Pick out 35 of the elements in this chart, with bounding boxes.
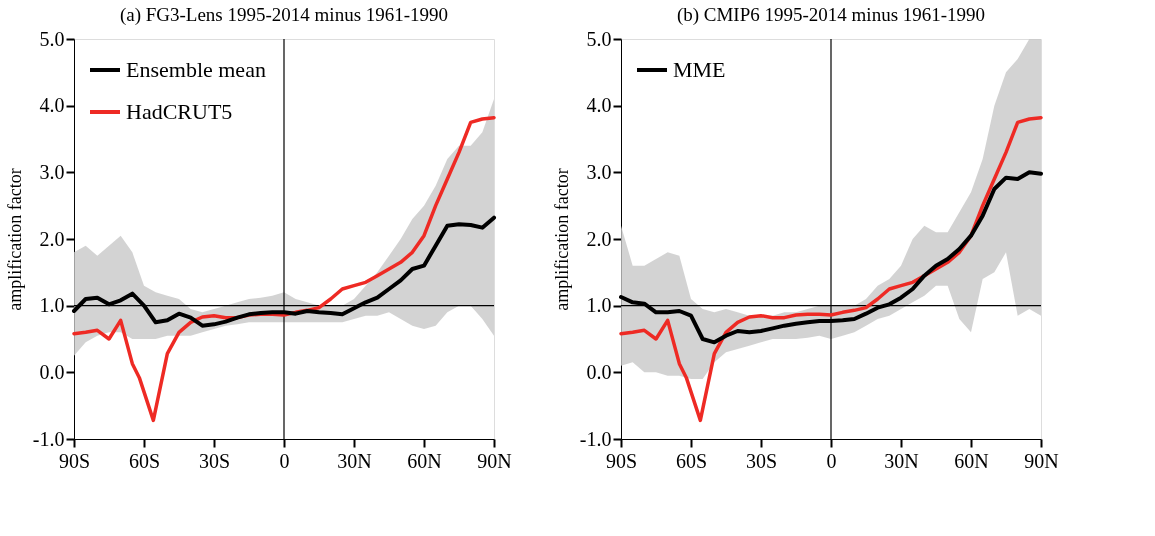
x-tick-label: 0: [826, 449, 837, 472]
y-tick-label: 5.0: [586, 27, 612, 50]
y-tick-label: 3.0: [586, 160, 612, 183]
y-axis-title: amplification factor: [551, 168, 572, 311]
y-axis-title: amplification factor: [4, 168, 25, 311]
y-tick-label: 3.0: [39, 160, 65, 183]
x-tick-label: 30N: [884, 449, 919, 472]
x-tick-label: 60S: [675, 449, 708, 472]
x-tick-label: 90S: [58, 449, 91, 472]
y-tick-label: 4.0: [586, 94, 612, 117]
y-tick-label: 0.0: [586, 360, 612, 383]
y-tick-label: 5.0: [39, 27, 65, 50]
y-tick-label: 0.0: [39, 360, 65, 383]
x-tick-label: 30S: [745, 449, 778, 472]
x-tick-label: 60N: [954, 449, 989, 472]
y-tick-label: -1.0: [32, 427, 65, 450]
legend-label: Ensemble mean: [126, 57, 266, 82]
x-tick-label: 60S: [128, 449, 161, 472]
y-tick-label: 1.0: [586, 294, 612, 317]
chart-title: (a) FG3-Lens 1995-2014 minus 1961-1990: [119, 4, 449, 26]
x-tick-label: 0: [279, 449, 290, 472]
x-tick-label: 60N: [407, 449, 442, 472]
y-tick-label: 2.0: [39, 227, 65, 250]
chart-title: (b) CMIP6 1995-2014 minus 1961-1990: [676, 4, 986, 26]
legend-label: HadCRUT5: [126, 99, 233, 124]
x-tick-label: 90N: [477, 449, 512, 472]
x-tick-label: 30S: [198, 449, 231, 472]
y-tick-label: 1.0: [39, 294, 65, 317]
legend-label: MME: [673, 57, 726, 82]
y-tick-label: -1.0: [579, 427, 612, 450]
y-tick-label: 2.0: [586, 227, 612, 250]
x-tick-label: 90N: [1024, 449, 1059, 472]
y-tick-label: 4.0: [39, 94, 65, 117]
x-tick-label: 30N: [337, 449, 372, 472]
x-tick-label: 90S: [605, 449, 638, 472]
